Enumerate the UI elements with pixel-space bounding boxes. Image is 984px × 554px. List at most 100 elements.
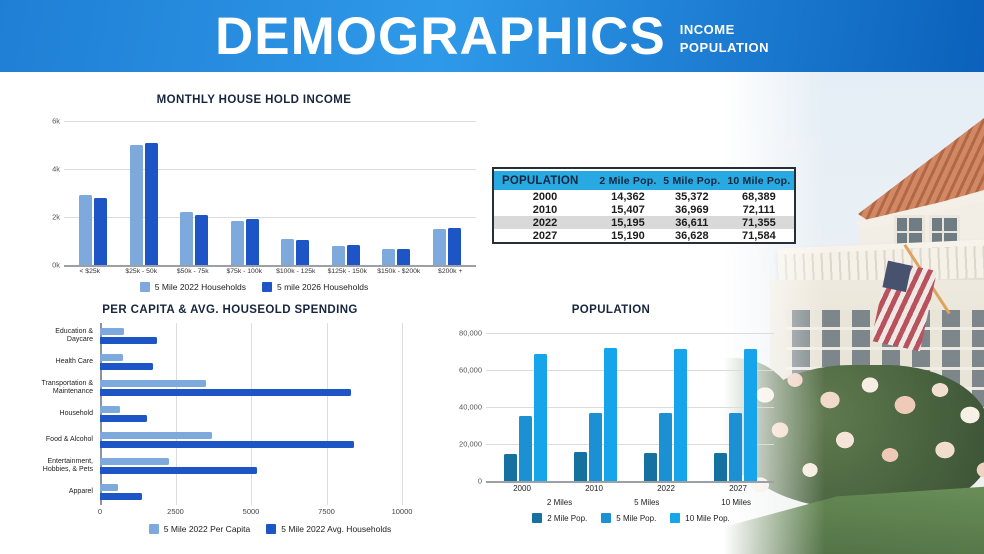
bar	[643, 453, 657, 481]
bar-group	[100, 401, 402, 427]
header-banner: DEMOGRAPHICS INCOME POPULATION	[0, 0, 984, 72]
bar	[144, 143, 158, 265]
y-tick-label: 0	[477, 476, 482, 486]
spending-chart: PER CAPITA & AVG. HOUSEOLD SPENDING Educ…	[20, 304, 440, 534]
bar-group	[503, 354, 547, 481]
y-tick-label: 6k	[52, 116, 60, 126]
bar	[79, 195, 93, 265]
bar	[346, 245, 360, 265]
bar	[100, 380, 206, 387]
y-tick-label: 20,000	[459, 439, 482, 449]
legend-swatch	[148, 524, 159, 534]
category-label: Entertainment, Hobbies, & Pets	[42, 457, 93, 473]
population-chart-title: POPULATION	[571, 304, 651, 316]
bar-group	[100, 427, 402, 453]
x-tick-label: $25k - 50k	[125, 268, 158, 275]
x-tick-label: 7500	[318, 507, 335, 516]
y-tick-label: 0k	[52, 260, 60, 270]
bar	[100, 337, 157, 344]
bar-group	[281, 239, 310, 265]
bar	[573, 452, 587, 481]
gridline	[486, 444, 774, 445]
bar	[588, 413, 602, 481]
legend-label: 5 mile 2026 Households	[277, 282, 369, 292]
bar	[100, 467, 257, 474]
bar	[94, 198, 108, 265]
population-chart: POPULATION 0 20,000 40,000 60,000 80,000 200…	[440, 304, 782, 523]
table-cell: 36,969	[674, 203, 709, 216]
table-cell: 72,111	[742, 203, 776, 216]
population-plot-wrap: 0 20,000 40,000 60,000 80,000	[459, 329, 774, 486]
header-subtitle-income: INCOME	[679, 22, 735, 38]
table-cell: 68,389	[742, 190, 776, 203]
gridline	[64, 217, 476, 218]
header-subtitle-population: POPULATION	[679, 40, 770, 55]
bar-group	[100, 323, 402, 349]
income-plot-area: 0k 2k 4k 6k	[52, 117, 476, 270]
legend-label: 5 Mile Pop.	[616, 513, 657, 523]
spending-legend: 5 Mile 2022 Per Capita 5 Mile 2022 Avg. H…	[100, 524, 440, 534]
bar-group	[100, 479, 402, 505]
legend-label: 5 Mile 2022 Per Capita	[163, 524, 251, 534]
legend-item: 2 Mile Pop.	[532, 513, 587, 523]
gridline	[64, 121, 476, 122]
income-x-axis: < $25k $25k - 50k $50k - 75k $75k - 100k $10…	[64, 268, 476, 275]
bar	[673, 349, 687, 481]
table-cell: 14,362	[611, 190, 645, 203]
gridline	[251, 323, 252, 505]
table-cell: 36,628	[674, 229, 709, 242]
bar	[331, 246, 345, 265]
income-plot-wrap: 0k 2k 4k 6k	[52, 117, 476, 270]
distance-label: 5 Miles	[634, 498, 660, 507]
x-tick-label: 2010	[585, 484, 603, 493]
bar	[397, 249, 411, 265]
category-label: Household	[59, 409, 93, 417]
bar	[728, 413, 742, 481]
bar-group	[573, 348, 617, 481]
bar	[100, 458, 169, 465]
photo-fade-overlay	[690, 72, 825, 554]
legend-item: 5 Mile Pop.	[601, 513, 656, 523]
x-tick-label: $125k - 150k	[327, 268, 367, 275]
bar	[713, 453, 727, 481]
legend-label: 5 Mile 2022 Households	[154, 282, 246, 292]
legend-label: 2 Mile Pop.	[547, 513, 588, 523]
y-tick-label: 4k	[52, 164, 60, 174]
legend-item: 10 Mile Pop.	[670, 513, 730, 523]
x-tick-label: 2500	[167, 507, 184, 516]
legend-swatch	[601, 513, 612, 523]
bar	[230, 221, 244, 265]
gridline	[486, 370, 774, 371]
bar-group	[100, 375, 402, 401]
bar	[245, 219, 259, 265]
page-title: DEMOGRAPHICS	[214, 6, 666, 66]
bar	[382, 249, 396, 265]
x-tick-label: < $25k	[79, 268, 101, 275]
bar	[503, 454, 517, 481]
x-tick-label: 2027	[729, 484, 747, 493]
legend-item: 5 mile 2026 Households	[262, 282, 368, 292]
table-cell: 15,195	[611, 216, 645, 229]
bar	[180, 212, 194, 265]
gridline	[64, 169, 476, 170]
bar	[603, 348, 617, 481]
bar-group	[643, 349, 687, 481]
category-label: Apparel	[68, 487, 93, 495]
bar	[100, 484, 118, 491]
income-legend: 5 Mile 2022 Households 5 mile 2026 Househ…	[28, 282, 480, 292]
table-cell: 15,190	[611, 229, 645, 242]
bar-group	[100, 349, 402, 375]
table-header-cell: 5 Mile Pop.	[659, 171, 724, 190]
bar	[100, 389, 351, 396]
x-tick-label: 10000	[391, 507, 413, 516]
x-tick-label: $75k - 100k	[226, 268, 263, 275]
legend-swatch	[262, 282, 272, 292]
population-legend: 2 Mile Pop. 5 Mile Pop. 10 Mile Pop.	[480, 513, 782, 523]
table-header-row: POPULATION 2 Mile Pop. 5 Mile Pop. 10 Mile …	[494, 171, 794, 190]
bar	[100, 406, 120, 413]
bar-group	[713, 349, 757, 481]
bar-group	[382, 249, 411, 265]
bar	[743, 349, 757, 481]
table-row: 2027 15,190 36,628 71,584	[494, 229, 794, 242]
